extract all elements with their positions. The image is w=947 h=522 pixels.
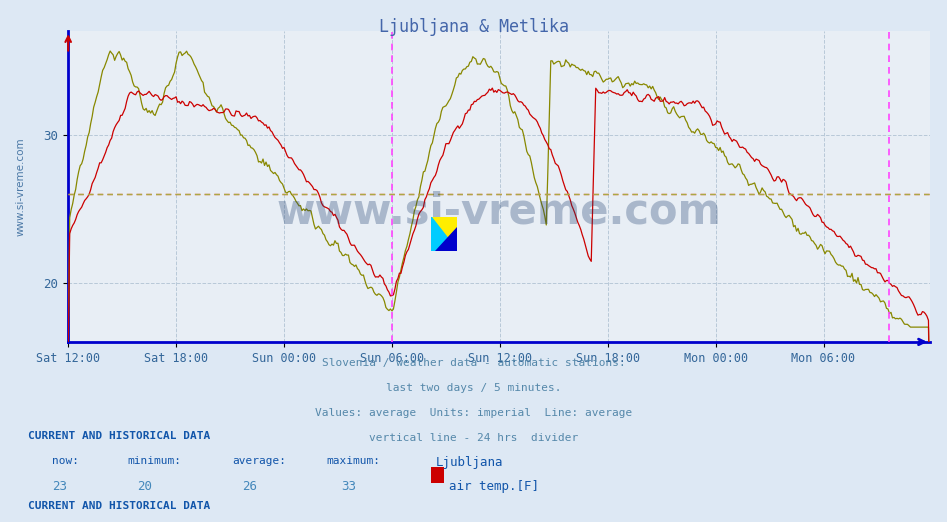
Text: 33: 33 — [341, 480, 356, 493]
Text: 23: 23 — [52, 480, 67, 493]
Text: 26: 26 — [242, 480, 258, 493]
Text: air temp.[F]: air temp.[F] — [449, 480, 539, 493]
Text: CURRENT AND HISTORICAL DATA: CURRENT AND HISTORICAL DATA — [28, 501, 210, 511]
Text: Ljubljana: Ljubljana — [436, 456, 503, 469]
Text: minimum:: minimum: — [128, 456, 182, 466]
Text: Slovenia / weather data - automatic stations.: Slovenia / weather data - automatic stat… — [322, 358, 625, 367]
Text: maximum:: maximum: — [327, 456, 381, 466]
Text: www.si-vreme.com: www.si-vreme.com — [16, 137, 26, 236]
Text: CURRENT AND HISTORICAL DATA: CURRENT AND HISTORICAL DATA — [28, 431, 210, 441]
Polygon shape — [435, 227, 457, 251]
Text: vertical line - 24 hrs  divider: vertical line - 24 hrs divider — [369, 433, 578, 443]
Polygon shape — [431, 217, 457, 251]
Text: Ljubljana & Metlika: Ljubljana & Metlika — [379, 18, 568, 36]
Text: www.si-vreme.com: www.si-vreme.com — [277, 191, 722, 232]
Text: last two days / 5 minutes.: last two days / 5 minutes. — [385, 383, 562, 393]
Text: average:: average: — [232, 456, 286, 466]
Polygon shape — [431, 217, 457, 251]
Text: 20: 20 — [137, 480, 152, 493]
Text: now:: now: — [52, 456, 80, 466]
Text: Values: average  Units: imperial  Line: average: Values: average Units: imperial Line: av… — [314, 408, 633, 418]
